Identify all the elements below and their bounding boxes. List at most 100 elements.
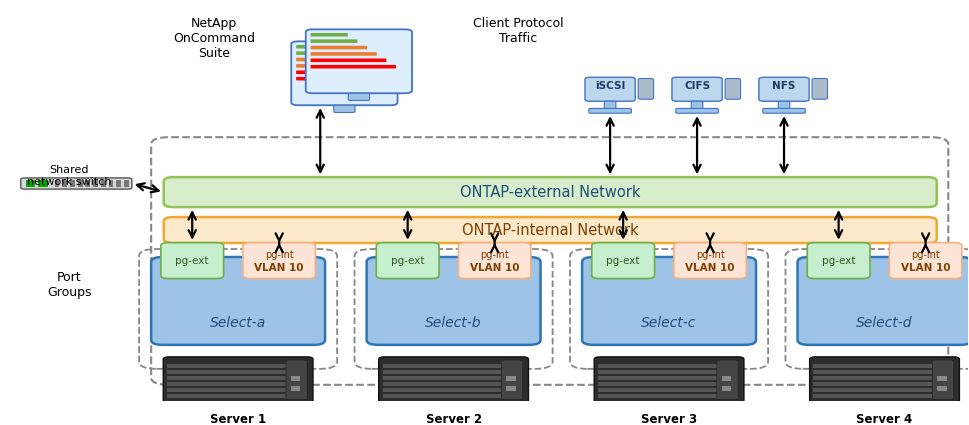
Bar (25, 180, 35, 187)
Bar (598, 388, 719, 392)
FancyBboxPatch shape (164, 177, 937, 207)
Text: Server 2: Server 2 (425, 413, 482, 425)
Bar (814, 370, 934, 374)
Bar (167, 388, 288, 392)
FancyBboxPatch shape (691, 101, 703, 110)
Bar (109, 180, 113, 187)
Text: iSCSI: iSCSI (595, 81, 625, 91)
FancyBboxPatch shape (151, 257, 325, 345)
FancyBboxPatch shape (20, 178, 132, 189)
Text: VLAN 10: VLAN 10 (901, 263, 951, 273)
Text: NFS: NFS (772, 81, 796, 91)
Bar (167, 394, 288, 398)
Bar (124, 180, 129, 187)
FancyBboxPatch shape (164, 217, 937, 243)
Bar (383, 394, 503, 398)
Text: Server 4: Server 4 (857, 413, 913, 425)
Text: pg-ext: pg-ext (822, 255, 856, 266)
Text: VLAN 10: VLAN 10 (255, 263, 304, 273)
Text: Select-d: Select-d (857, 316, 913, 330)
FancyBboxPatch shape (585, 77, 636, 101)
FancyBboxPatch shape (589, 108, 632, 113)
FancyBboxPatch shape (763, 108, 805, 113)
Bar (85, 180, 90, 187)
FancyBboxPatch shape (297, 71, 372, 74)
FancyBboxPatch shape (311, 46, 367, 49)
FancyBboxPatch shape (501, 360, 522, 399)
Bar (167, 370, 288, 374)
Bar (937, 386, 947, 391)
Text: pg-int: pg-int (911, 250, 940, 260)
FancyBboxPatch shape (379, 357, 528, 403)
FancyBboxPatch shape (311, 40, 358, 43)
FancyBboxPatch shape (161, 243, 224, 278)
Bar (383, 388, 503, 392)
FancyBboxPatch shape (717, 360, 738, 399)
Text: Port
Groups: Port Groups (47, 271, 91, 299)
FancyBboxPatch shape (592, 243, 654, 278)
Bar (167, 382, 288, 386)
Bar (62, 180, 67, 187)
Bar (291, 386, 300, 391)
Bar (383, 370, 503, 374)
FancyBboxPatch shape (605, 101, 616, 110)
Text: CIFS: CIFS (684, 81, 710, 91)
Bar (291, 376, 300, 381)
Bar (93, 180, 98, 187)
Bar (937, 376, 947, 381)
Bar (722, 376, 732, 381)
Text: pg-ext: pg-ext (391, 255, 424, 266)
FancyBboxPatch shape (594, 357, 744, 403)
FancyBboxPatch shape (243, 243, 316, 278)
Text: pg-int: pg-int (481, 250, 509, 260)
Bar (78, 180, 82, 187)
FancyBboxPatch shape (672, 77, 722, 101)
Bar (598, 364, 719, 368)
FancyBboxPatch shape (297, 58, 353, 61)
FancyBboxPatch shape (932, 360, 953, 399)
FancyBboxPatch shape (675, 108, 718, 113)
Bar (54, 180, 59, 187)
Text: Server 3: Server 3 (641, 413, 697, 425)
Text: pg-int: pg-int (696, 250, 725, 260)
Bar (814, 394, 934, 398)
Text: VLAN 10: VLAN 10 (685, 263, 735, 273)
FancyBboxPatch shape (348, 93, 369, 100)
Bar (814, 388, 934, 392)
Text: ONTAP-internal Network: ONTAP-internal Network (462, 223, 639, 238)
Bar (70, 180, 75, 187)
Bar (814, 382, 934, 386)
Bar (598, 394, 719, 398)
FancyBboxPatch shape (311, 65, 396, 68)
FancyBboxPatch shape (458, 243, 531, 278)
Bar (383, 364, 503, 368)
Bar (598, 370, 719, 374)
FancyBboxPatch shape (797, 257, 969, 345)
Text: Shared
network switch: Shared network switch (27, 165, 111, 187)
Bar (383, 376, 503, 380)
FancyBboxPatch shape (759, 77, 809, 101)
Text: Select-b: Select-b (425, 316, 482, 330)
FancyBboxPatch shape (311, 59, 387, 62)
Text: pg-ext: pg-ext (175, 255, 209, 266)
FancyBboxPatch shape (311, 52, 377, 56)
FancyBboxPatch shape (582, 257, 756, 345)
FancyBboxPatch shape (292, 41, 397, 105)
Text: ONTAP-external Network: ONTAP-external Network (460, 184, 641, 200)
FancyBboxPatch shape (333, 105, 355, 113)
Bar (506, 376, 516, 381)
FancyBboxPatch shape (778, 101, 790, 110)
Bar (598, 382, 719, 386)
Bar (101, 180, 106, 187)
FancyBboxPatch shape (812, 79, 828, 99)
Bar (167, 376, 288, 380)
Text: Server 1: Server 1 (210, 413, 266, 425)
Text: VLAN 10: VLAN 10 (470, 263, 519, 273)
Text: pg-ext: pg-ext (607, 255, 640, 266)
Bar (722, 386, 732, 391)
FancyBboxPatch shape (311, 33, 348, 37)
Text: Select-a: Select-a (210, 316, 266, 330)
FancyBboxPatch shape (673, 243, 746, 278)
Text: NetApp
OnCommand
Suite: NetApp OnCommand Suite (172, 17, 255, 60)
FancyBboxPatch shape (366, 257, 541, 345)
